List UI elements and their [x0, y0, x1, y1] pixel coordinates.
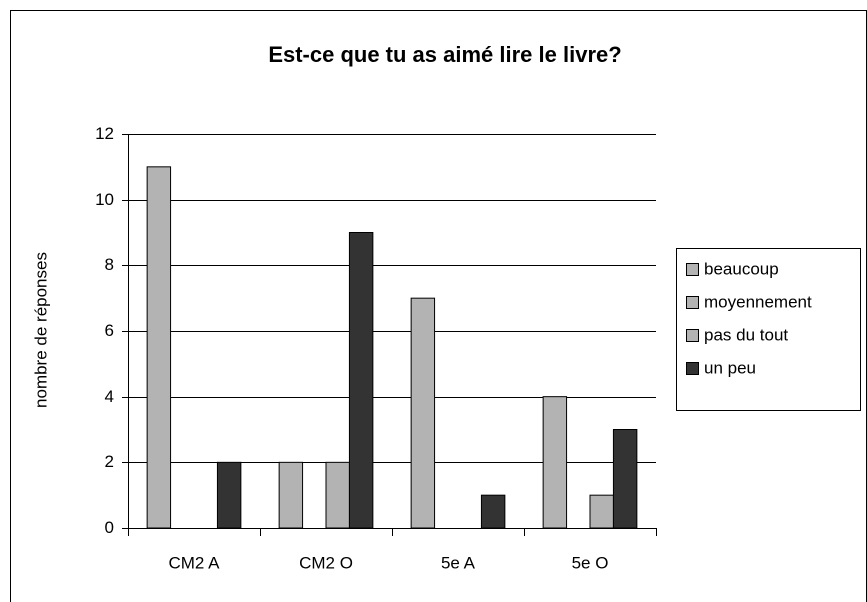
legend-label: pas du tout [704, 325, 788, 344]
y-tick-label: 6 [105, 321, 114, 340]
bar [348, 232, 374, 529]
legend-swatch [686, 296, 699, 309]
legend-label: beaucoup [704, 259, 779, 278]
legend-swatch [686, 329, 699, 342]
legend-label: moyennement [704, 292, 812, 311]
legend-swatch [686, 362, 699, 375]
y-tick-label: 12 [95, 124, 114, 143]
y-tick-label: 4 [105, 387, 114, 406]
legend-label: un peu [704, 358, 756, 377]
legend-box [676, 248, 861, 411]
bar [216, 461, 242, 529]
y-tick-label: 8 [105, 255, 114, 274]
bar [325, 461, 350, 529]
y-tick-label: 2 [105, 452, 114, 471]
bar [410, 297, 436, 529]
bar [589, 494, 614, 529]
x-tick-label: 5e O [572, 553, 609, 572]
y-axis-label: nombre de réponses [31, 252, 50, 408]
bar [480, 494, 506, 529]
bar [146, 166, 172, 529]
x-tick-label: 5e A [441, 553, 476, 572]
x-tick-label: CM2 A [168, 553, 220, 572]
bar [612, 429, 638, 529]
bar [542, 396, 568, 529]
x-tick-label: CM2 O [299, 553, 353, 572]
bar [278, 461, 304, 529]
chart-title: Est-ce que tu as aimé lire le livre? [268, 42, 621, 67]
legend-swatch [686, 263, 699, 276]
y-tick-label: 0 [105, 518, 114, 537]
y-tick-label: 10 [95, 190, 114, 209]
